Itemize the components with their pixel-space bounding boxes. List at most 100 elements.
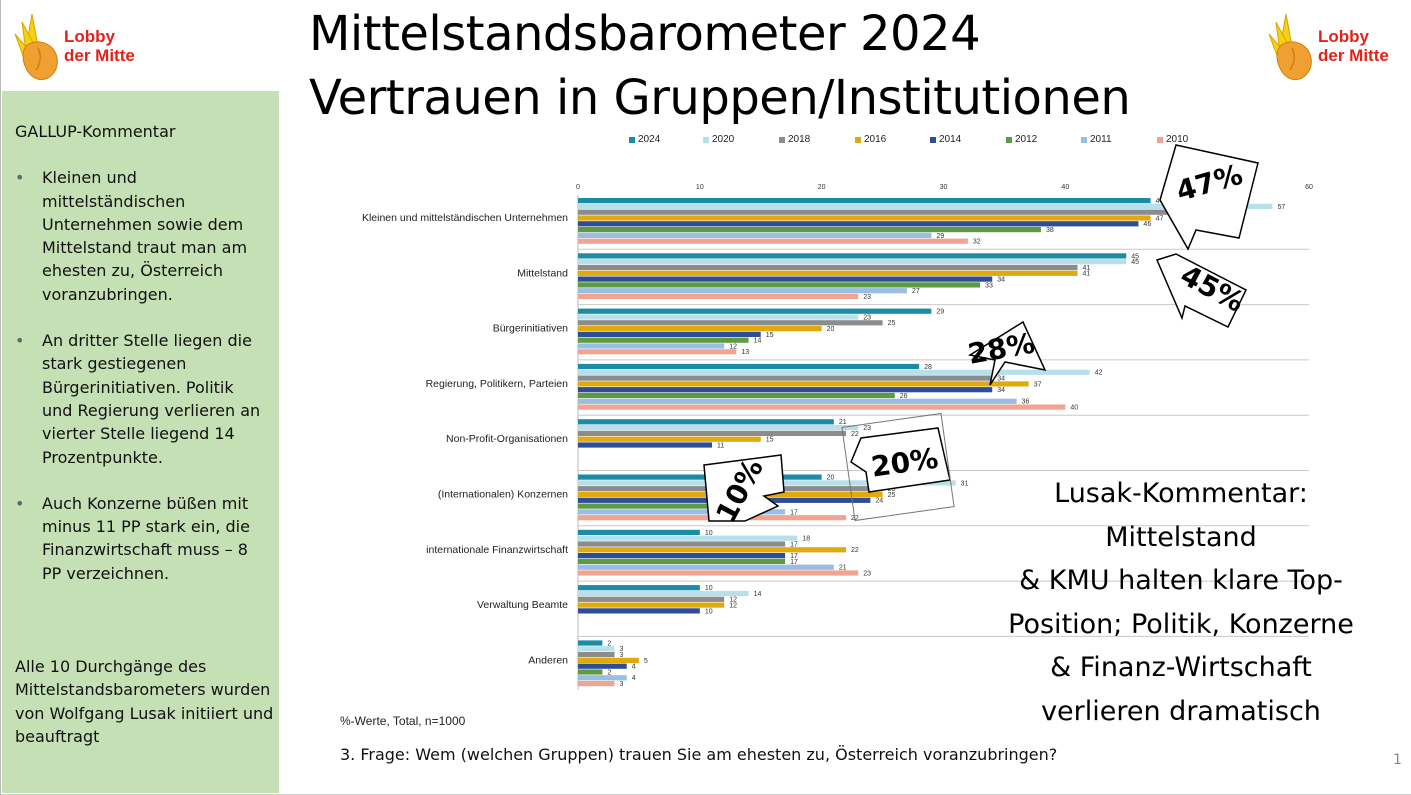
gallup-footer: Alle 10 Durchgänge des Mittelstandsbarom… [15, 657, 274, 746]
bar [578, 681, 615, 687]
hand-icon [1268, 13, 1312, 81]
data-label: 3 [620, 646, 624, 653]
bar [578, 404, 1066, 410]
x-tick-label: 40 [1061, 184, 1069, 191]
data-label: 47 [1156, 215, 1164, 222]
data-label: 23 [863, 425, 871, 432]
legend-swatch [779, 136, 785, 143]
bar [578, 209, 1188, 215]
legend-swatch [703, 136, 709, 143]
data-label: 4 [632, 675, 636, 682]
gallup-bullet: Auch Konzerne büßen mit minus 11 PP star… [15, 492, 267, 585]
category-label: Non-Profit-Organisationen [446, 433, 568, 445]
bar [578, 308, 932, 314]
logo-right: Lobby der Mitte [1266, 10, 1389, 82]
category-label: Bürgerinitiativen [493, 323, 568, 335]
bar [578, 375, 993, 381]
chart-note: %-Werte, Total, n=1000 [340, 714, 466, 728]
data-label: 25 [888, 492, 896, 499]
bar [578, 553, 786, 559]
data-label: 40 [1070, 405, 1078, 412]
lusak-line: Position; Politik, Konzerne [1008, 608, 1354, 640]
logo-line1: Lobby [64, 27, 115, 46]
gallup-comment-heading: GALLUP-Kommentar [15, 122, 176, 141]
data-label: 13 [741, 349, 749, 356]
bar [578, 369, 1090, 375]
legend-item: 2014 [930, 134, 961, 145]
data-label: 34 [997, 277, 1005, 284]
survey-question: 3. Frage: Wem (welchen Gruppen) trauen S… [340, 745, 1058, 764]
data-label: 4 [632, 664, 636, 671]
page-number: 1 [1393, 752, 1402, 768]
data-label: 14 [754, 338, 762, 345]
gallup-comment-panel: GALLUP-Kommentar Kleinen und mittelständ… [2, 91, 279, 793]
legend-swatch [629, 136, 635, 143]
bar [578, 343, 725, 349]
gallup-bullet: Kleinen und mittelständischen Unternehme… [15, 166, 267, 306]
data-label: 37 [1034, 381, 1042, 388]
x-tick-label: 30 [940, 184, 948, 191]
legend-item: 2018 [779, 134, 810, 145]
x-tick-label: 0 [576, 184, 580, 191]
bar [578, 509, 786, 515]
legend-swatch [1006, 136, 1012, 143]
legend-label: 2010 [1166, 134, 1189, 145]
bar [578, 259, 1127, 265]
data-label: 18 [802, 536, 810, 543]
bar [578, 608, 700, 614]
slide-border [0, 0, 1, 795]
bar [578, 314, 859, 320]
callout-47: 47% [1159, 144, 1259, 251]
lusak-line: & Finanz-Wirtschaft [1050, 652, 1312, 683]
bar [578, 585, 700, 591]
legend-swatch [1081, 136, 1087, 143]
data-label: 10 [705, 530, 713, 537]
data-label: 29 [936, 309, 944, 316]
bar [578, 474, 822, 480]
legend-label: 2012 [1015, 134, 1038, 145]
bar [578, 430, 847, 436]
logo-line2: der Mitte [1318, 46, 1389, 65]
logo-line1: Lobby [1318, 27, 1369, 46]
data-label: 14 [754, 591, 762, 598]
title-line2: Vertrauen in Gruppen/Institutionen [309, 70, 1131, 126]
bar [578, 198, 1151, 204]
bar [578, 282, 981, 288]
bar [578, 276, 993, 282]
bar [578, 203, 1273, 209]
bar [578, 270, 1078, 276]
bar [578, 646, 615, 652]
bar [578, 238, 968, 244]
data-label: 46 [1143, 221, 1151, 228]
legend-label: 2020 [712, 134, 735, 145]
data-label: 20 [827, 475, 835, 482]
bar [578, 392, 895, 399]
bar [578, 221, 1139, 227]
data-label: 24 [875, 498, 883, 505]
bar [578, 293, 859, 300]
category-label: Regierung, Politikern, Parteien [426, 378, 569, 390]
callout-28: 28% [965, 320, 1047, 386]
data-label: 28 [924, 364, 932, 371]
legend-item: 2020 [703, 134, 734, 145]
bar [578, 652, 615, 658]
title-line1: Mittelstandsbarometer 2024 [309, 6, 981, 62]
data-label: 3 [620, 652, 624, 659]
data-label: 31 [961, 480, 969, 487]
bar [578, 547, 847, 553]
x-tick-label: 60 [1305, 184, 1313, 191]
data-label: 12 [729, 603, 737, 610]
data-label: 22 [851, 431, 859, 438]
bar [578, 669, 603, 675]
data-label: 11 [717, 442, 724, 449]
legend-item: 2012 [1006, 134, 1037, 145]
data-label: 15 [766, 437, 774, 444]
data-label: 36 [1022, 399, 1030, 406]
data-label: 12 [729, 343, 737, 350]
data-label: 34 [997, 387, 1005, 394]
lusak-line: Mittelstand [1105, 521, 1257, 553]
bar [578, 541, 786, 547]
bar [578, 570, 859, 576]
data-label: 42 [1095, 370, 1103, 377]
